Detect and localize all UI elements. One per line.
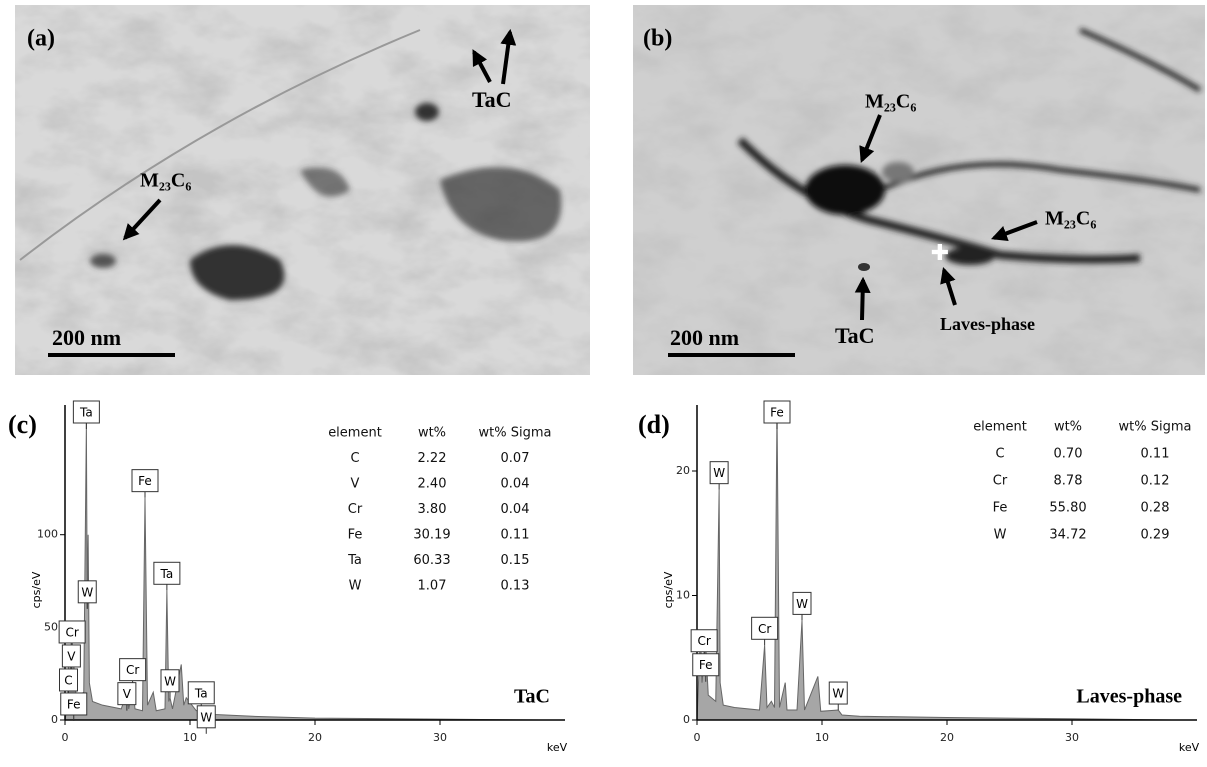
- table-cell: W: [994, 528, 1007, 543]
- x-axis-label: keV: [547, 741, 568, 754]
- y-axis-label: cps/eV: [662, 571, 675, 608]
- x-tick-label: 0: [694, 731, 701, 744]
- table-cell: 0.70: [1054, 447, 1083, 462]
- table-header: wt%: [1054, 420, 1082, 435]
- table-header: wt% Sigma: [479, 426, 552, 441]
- peak-label: Cr: [697, 634, 710, 648]
- peak-label: Fe: [770, 406, 784, 420]
- panel-label: (d): [638, 410, 670, 439]
- table-cell: 55.80: [1049, 501, 1086, 516]
- table-cell: 60.33: [413, 553, 450, 568]
- x-tick-label: 10: [183, 731, 197, 744]
- peak-label: W: [81, 585, 93, 599]
- scale-bar-label: 200 nm: [670, 325, 739, 350]
- peak-label: Cr: [65, 625, 78, 639]
- phase-label: Laves-phase: [1076, 686, 1182, 708]
- scale-bar-label: 200 nm: [52, 325, 121, 350]
- phase-label: TaC: [514, 686, 550, 708]
- peak-label: Fe: [138, 474, 152, 488]
- table-cell: C: [995, 447, 1004, 462]
- annotation: M₂₃C₆: [865, 91, 916, 113]
- micrograph-a: (a) M₂₃C₆ TaC 200 nm: [15, 5, 590, 375]
- panel-label: (b): [643, 26, 672, 52]
- table-cell: 0.07: [501, 451, 530, 466]
- y-tick-label: 100: [37, 528, 58, 541]
- annotation: TaC: [472, 87, 512, 112]
- panel-label: (a): [27, 26, 55, 52]
- peak-label: Ta: [160, 567, 174, 581]
- annotation: Laves-phase: [940, 314, 1035, 334]
- table-cell: 0.11: [1141, 447, 1170, 462]
- x-tick-label: 10: [815, 731, 829, 744]
- peak-label: V: [67, 649, 76, 663]
- x-tick-label: 20: [940, 731, 954, 744]
- table-cell: 8.78: [1054, 474, 1083, 489]
- table-cell: W: [349, 579, 362, 594]
- x-tick-label: 0: [62, 731, 69, 744]
- peak-label: W: [200, 710, 212, 724]
- table-cell: 0.15: [501, 553, 530, 568]
- x-axis-label: keV: [1179, 741, 1200, 754]
- table-cell: Ta: [347, 553, 362, 568]
- y-tick-label: 10: [676, 588, 690, 601]
- peak-label: Cr: [126, 663, 139, 677]
- peak-label: Ta: [194, 686, 208, 700]
- y-tick-label: 20: [676, 464, 690, 477]
- peak-label: C: [64, 673, 72, 687]
- annotation: M₂₃C₆: [140, 170, 191, 192]
- table-cell: 0.29: [1141, 528, 1170, 543]
- y-tick-label: 0: [683, 713, 690, 726]
- table-cell: 2.22: [418, 451, 447, 466]
- table-cell: 0.04: [501, 477, 530, 492]
- spectrum-area: [697, 409, 1172, 720]
- table-cell: 1.07: [418, 579, 447, 594]
- peak-label: W: [796, 597, 808, 611]
- peak-label: W: [713, 466, 725, 480]
- table-cell: Fe: [348, 528, 363, 543]
- table-cell: 0.12: [1141, 474, 1170, 489]
- table-cell: 3.80: [418, 502, 447, 517]
- table-cell: 34.72: [1049, 528, 1086, 543]
- table-header: wt%: [418, 426, 446, 441]
- peak-label: Cr: [758, 622, 771, 636]
- svg-text:✚: ✚: [931, 241, 949, 266]
- table-cell: Cr: [993, 474, 1008, 489]
- table-cell: 2.40: [418, 477, 447, 492]
- peak-label: V: [123, 687, 132, 701]
- spectrum-line: [697, 409, 1172, 720]
- y-tick-label: 50: [44, 620, 58, 633]
- table-cell: 0.28: [1141, 501, 1170, 516]
- table-header: element: [328, 426, 382, 441]
- annotation: M₂₃C₆: [1045, 208, 1096, 230]
- table-cell: 0.13: [501, 579, 530, 594]
- peak-label: Fe: [699, 658, 713, 672]
- y-tick-label: 0: [51, 713, 58, 726]
- x-tick-label: 20: [308, 731, 322, 744]
- panel-label: (c): [8, 410, 37, 439]
- annotation: TaC: [835, 323, 875, 348]
- y-axis-label: cps/eV: [30, 571, 43, 608]
- peak-label: W: [164, 674, 176, 688]
- micrograph-b: ✚ (b) M₂₃C₆ M₂₃C₆ TaC Laves-phase 200 nm: [633, 5, 1205, 375]
- table-cell: C: [350, 451, 359, 466]
- table-cell: V: [351, 477, 360, 492]
- peak-label: Ta: [79, 406, 93, 420]
- table-header: wt% Sigma: [1119, 420, 1192, 435]
- table-cell: Fe: [993, 501, 1008, 516]
- figure: (a) M₂₃C₆ TaC 200 nm ✚ (b) M₂₃C₆ M₂₃C₆ T…: [0, 0, 1207, 763]
- table-cell: 0.04: [501, 502, 530, 517]
- table-cell: 0.11: [501, 528, 530, 543]
- peak-label: W: [832, 687, 844, 701]
- x-tick-label: 30: [1065, 731, 1079, 744]
- peak-label: Fe: [67, 697, 81, 711]
- table-cell: 30.19: [413, 528, 450, 543]
- table-header: element: [973, 420, 1027, 435]
- table-cell: Cr: [348, 502, 363, 517]
- x-tick-label: 30: [433, 731, 447, 744]
